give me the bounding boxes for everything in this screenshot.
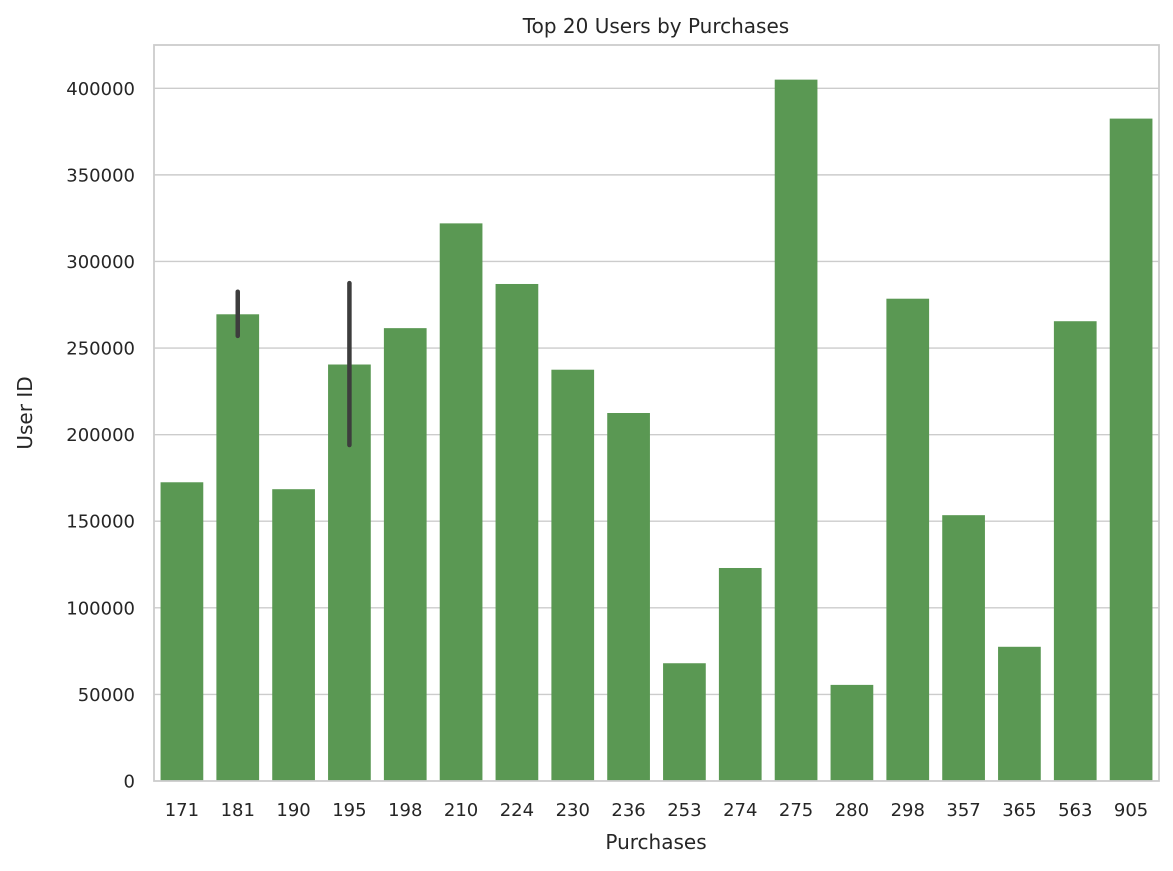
bar-230 (551, 369, 595, 781)
bar-171 (160, 482, 204, 781)
y-tick-label: 0 (124, 772, 135, 793)
x-tick-label: 563 (1058, 800, 1092, 821)
bar-274 (718, 567, 762, 781)
y-tick-label: 150000 (66, 512, 135, 533)
y-tick-label: 50000 (78, 685, 135, 706)
plot-area-border (153, 44, 1160, 782)
bar-365 (998, 646, 1041, 781)
x-tick-label: 210 (444, 800, 478, 821)
x-tick-label: 195 (332, 800, 366, 821)
x-tick-label: 224 (500, 800, 534, 821)
x-tick-label: 253 (667, 800, 701, 821)
y-tick-label: 300000 (66, 252, 135, 273)
y-tick-label: 100000 (66, 598, 135, 619)
x-tick-label: 171 (165, 800, 199, 821)
x-tick-label: 357 (946, 800, 980, 821)
y-tick-label: 250000 (66, 339, 135, 360)
x-tick-label: 275 (779, 800, 813, 821)
y-axis-ticks: 0 50000 100000 150000 200000 250000 300000 3500… (66, 79, 135, 793)
chart-title: Top 20 Users by Purchases (522, 14, 789, 38)
gridlines (154, 87, 1159, 696)
bar-357 (942, 515, 985, 781)
bar-236 (607, 413, 650, 781)
x-tick-label: 365 (1002, 800, 1036, 821)
bar-275 (774, 79, 818, 781)
bar-190 (272, 489, 315, 781)
bar-224 (495, 283, 539, 781)
x-tick-label: 298 (891, 800, 925, 821)
bars (160, 79, 1153, 782)
bar-563 (1053, 321, 1097, 781)
x-tick-label: 198 (388, 800, 422, 821)
x-tick-label: 236 (611, 800, 645, 821)
x-tick-label: 181 (221, 800, 255, 821)
x-tick-label: 190 (276, 800, 310, 821)
bar-280 (830, 684, 874, 781)
y-tick-label: 350000 (66, 165, 135, 186)
x-axis-label: Purchases (605, 830, 706, 854)
x-tick-label: 230 (556, 800, 590, 821)
y-axis-label: User ID (13, 376, 37, 449)
bar-198 (383, 328, 427, 781)
x-tick-label: 280 (835, 800, 869, 821)
y-tick-label: 400000 (66, 79, 135, 100)
bar-905 (1109, 118, 1153, 782)
y-tick-label: 200000 (66, 425, 135, 446)
bar-210 (439, 223, 483, 781)
bar-298 (886, 298, 930, 781)
x-axis-ticks: 171 181 190 195 198 210 224 230 236 253 274 275 280 2… (165, 800, 1149, 821)
error-bars (235, 280, 352, 448)
x-tick-label: 274 (723, 800, 757, 821)
bar-253 (663, 663, 706, 781)
x-tick-label: 905 (1114, 800, 1148, 821)
bar-181 (216, 314, 260, 781)
